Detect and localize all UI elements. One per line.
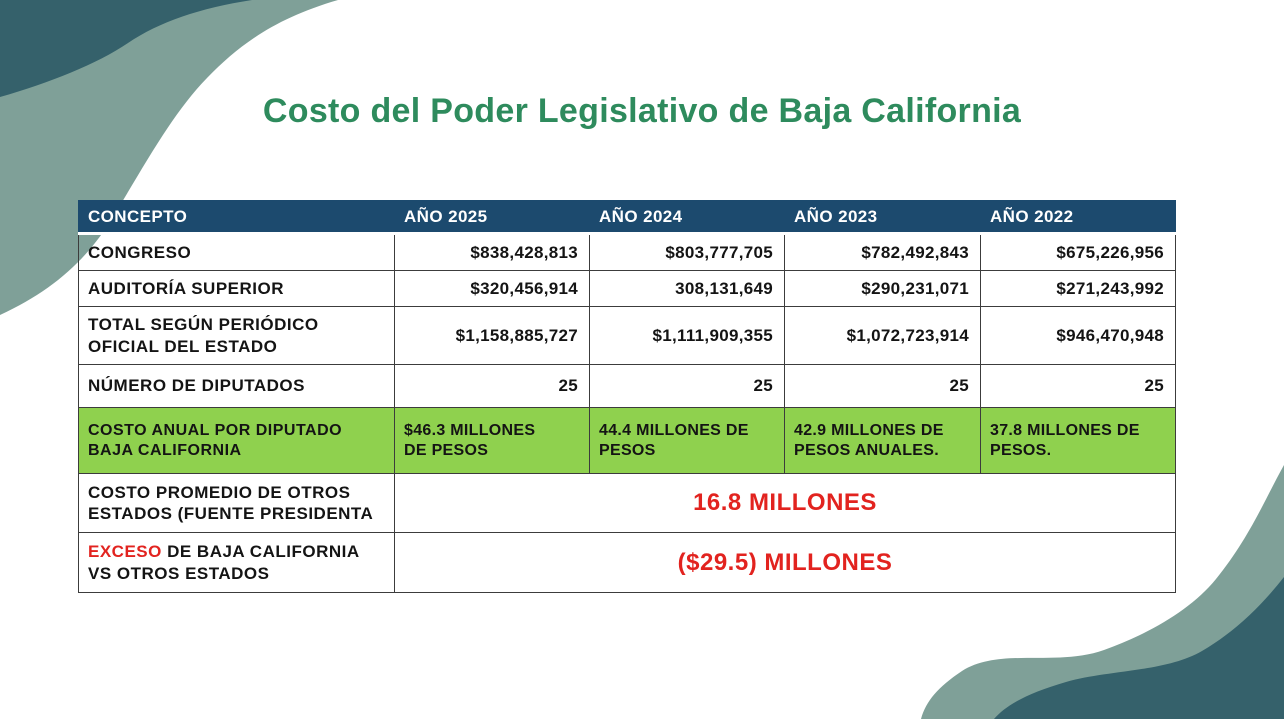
- cell-value: $290,231,071: [784, 270, 981, 307]
- table-row: NÚMERO DE DIPUTADOS 25 25 25 25: [78, 364, 1176, 408]
- table-row: TOTAL SEGÚN PERIÓDICO OFICIAL DEL ESTADO…: [78, 306, 1176, 365]
- column-header-2024: AÑO 2024: [589, 200, 785, 235]
- summary-row-excess: EXCESO DE BAJA CALIFORNIA VS OTROS ESTAD…: [78, 532, 1176, 593]
- cell-value: 25: [394, 364, 590, 408]
- cell-value: $803,777,705: [589, 233, 785, 271]
- cell-value: $46.3 MILLONES DE PESOS: [394, 407, 590, 474]
- table-row: CONGRESO $838,428,813 $803,777,705 $782,…: [78, 233, 1176, 271]
- wave-dark: [994, 577, 1284, 719]
- page-title: Costo del Poder Legislativo de Baja Cali…: [262, 92, 1022, 130]
- row-label: COSTO PROMEDIO DE OTROS ESTADOS (FUENTE …: [78, 473, 395, 533]
- cell-value: $320,456,914: [394, 270, 590, 307]
- summary-value: 16.8 MILLONES: [394, 473, 1176, 533]
- cost-table: CONCEPTO AÑO 2025 AÑO 2024 AÑO 2023 AÑO …: [78, 200, 1176, 593]
- cell-value: 25: [784, 364, 981, 408]
- cell-value: 37.8 MILLONES DE PESOS.: [980, 407, 1176, 474]
- cell-value: 308,131,649: [589, 270, 785, 307]
- cell-value: $838,428,813: [394, 233, 590, 271]
- row-label: EXCESO DE BAJA CALIFORNIA VS OTROS ESTAD…: [78, 532, 395, 593]
- table-row: AUDITORÍA SUPERIOR $320,456,914 308,131,…: [78, 270, 1176, 307]
- cell-value: 25: [980, 364, 1176, 408]
- row-label: NÚMERO DE DIPUTADOS: [78, 364, 395, 408]
- row-label: AUDITORÍA SUPERIOR: [78, 270, 395, 307]
- cell-value: 25: [589, 364, 785, 408]
- highlight-row: COSTO ANUAL POR DIPUTADO BAJA CALIFORNIA…: [78, 407, 1176, 474]
- summary-value: ($29.5) MILLONES: [394, 532, 1176, 593]
- row-label: TOTAL SEGÚN PERIÓDICO OFICIAL DEL ESTADO: [78, 306, 395, 365]
- column-header-concepto: CONCEPTO: [78, 200, 395, 235]
- row-label-rest: DE BAJA CALIFORNIA VS OTROS ESTADOS: [88, 542, 360, 583]
- cell-value: $1,072,723,914: [784, 306, 981, 365]
- table-header-row: CONCEPTO AÑO 2025 AÑO 2024 AÑO 2023 AÑO …: [78, 200, 1176, 235]
- cell-value: $782,492,843: [784, 233, 981, 271]
- wave-dark: [0, 0, 252, 97]
- cell-value: $271,243,992: [980, 270, 1176, 307]
- row-label: CONGRESO: [78, 233, 395, 271]
- row-label-highlight: EXCESO: [88, 542, 162, 562]
- cell-value: $946,470,948: [980, 306, 1176, 365]
- cell-value: $1,158,885,727: [394, 306, 590, 365]
- column-header-2022: AÑO 2022: [980, 200, 1176, 235]
- column-header-2025: AÑO 2025: [394, 200, 590, 235]
- cell-value: 44.4 MILLONES DE PESOS: [589, 407, 785, 474]
- row-label: COSTO ANUAL POR DIPUTADO BAJA CALIFORNIA: [78, 407, 395, 474]
- cell-value: 42.9 MILLONES DE PESOS ANUALES.: [784, 407, 981, 474]
- summary-row-average: COSTO PROMEDIO DE OTROS ESTADOS (FUENTE …: [78, 473, 1176, 533]
- cell-value: $675,226,956: [980, 233, 1176, 271]
- cell-value: $1,111,909,355: [589, 306, 785, 365]
- column-header-2023: AÑO 2023: [784, 200, 981, 235]
